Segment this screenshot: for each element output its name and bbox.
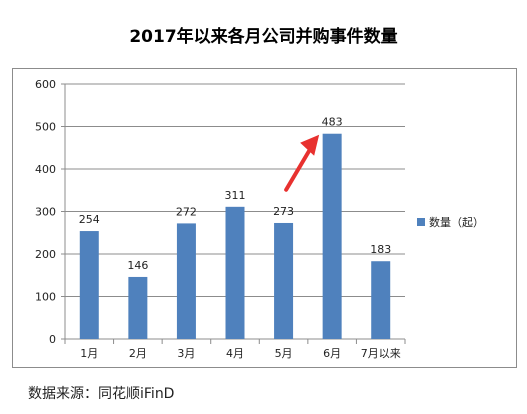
y-tick-label: 0 xyxy=(49,333,56,346)
data-label: 273 xyxy=(273,205,294,218)
bar-6 xyxy=(322,133,342,339)
bar-4 xyxy=(225,206,245,339)
data-label: 272 xyxy=(176,205,197,218)
legend-swatch xyxy=(417,218,425,226)
y-tick-label: 200 xyxy=(35,248,56,261)
y-tick-label: 100 xyxy=(35,291,56,304)
bar-7 xyxy=(371,261,391,339)
x-tick-label: 3月 xyxy=(177,347,195,360)
x-tick-label: 4月 xyxy=(226,347,244,360)
x-tick-label: 2月 xyxy=(129,347,147,360)
y-tick-label: 600 xyxy=(35,78,56,91)
x-tick-label: 5月 xyxy=(275,347,293,360)
data-label: 483 xyxy=(322,116,343,129)
data-source-note: 数据来源：同花顺iFinD xyxy=(28,386,175,402)
bar-1 xyxy=(79,231,99,339)
annotation-arrow-shaft xyxy=(284,143,315,192)
y-tick-label: 500 xyxy=(35,121,56,134)
bar-2 xyxy=(128,276,148,339)
x-tick-label: 7月以来 xyxy=(361,347,401,360)
bar-5 xyxy=(274,222,294,339)
bar-3 xyxy=(176,223,196,339)
data-label: 146 xyxy=(127,259,148,272)
legend-label: 数量（起） xyxy=(429,216,484,229)
data-label: 254 xyxy=(79,213,100,226)
data-label: 183 xyxy=(370,243,391,256)
y-tick-label: 300 xyxy=(35,206,56,219)
y-tick-label: 400 xyxy=(35,163,56,176)
x-tick-label: 1月 xyxy=(80,347,98,360)
data-label: 311 xyxy=(225,189,246,202)
chart-title: 2017年以来各月公司并购事件数量 xyxy=(129,27,398,47)
x-tick-label: 6月 xyxy=(323,347,341,360)
annotation-arrow-head xyxy=(300,134,320,156)
